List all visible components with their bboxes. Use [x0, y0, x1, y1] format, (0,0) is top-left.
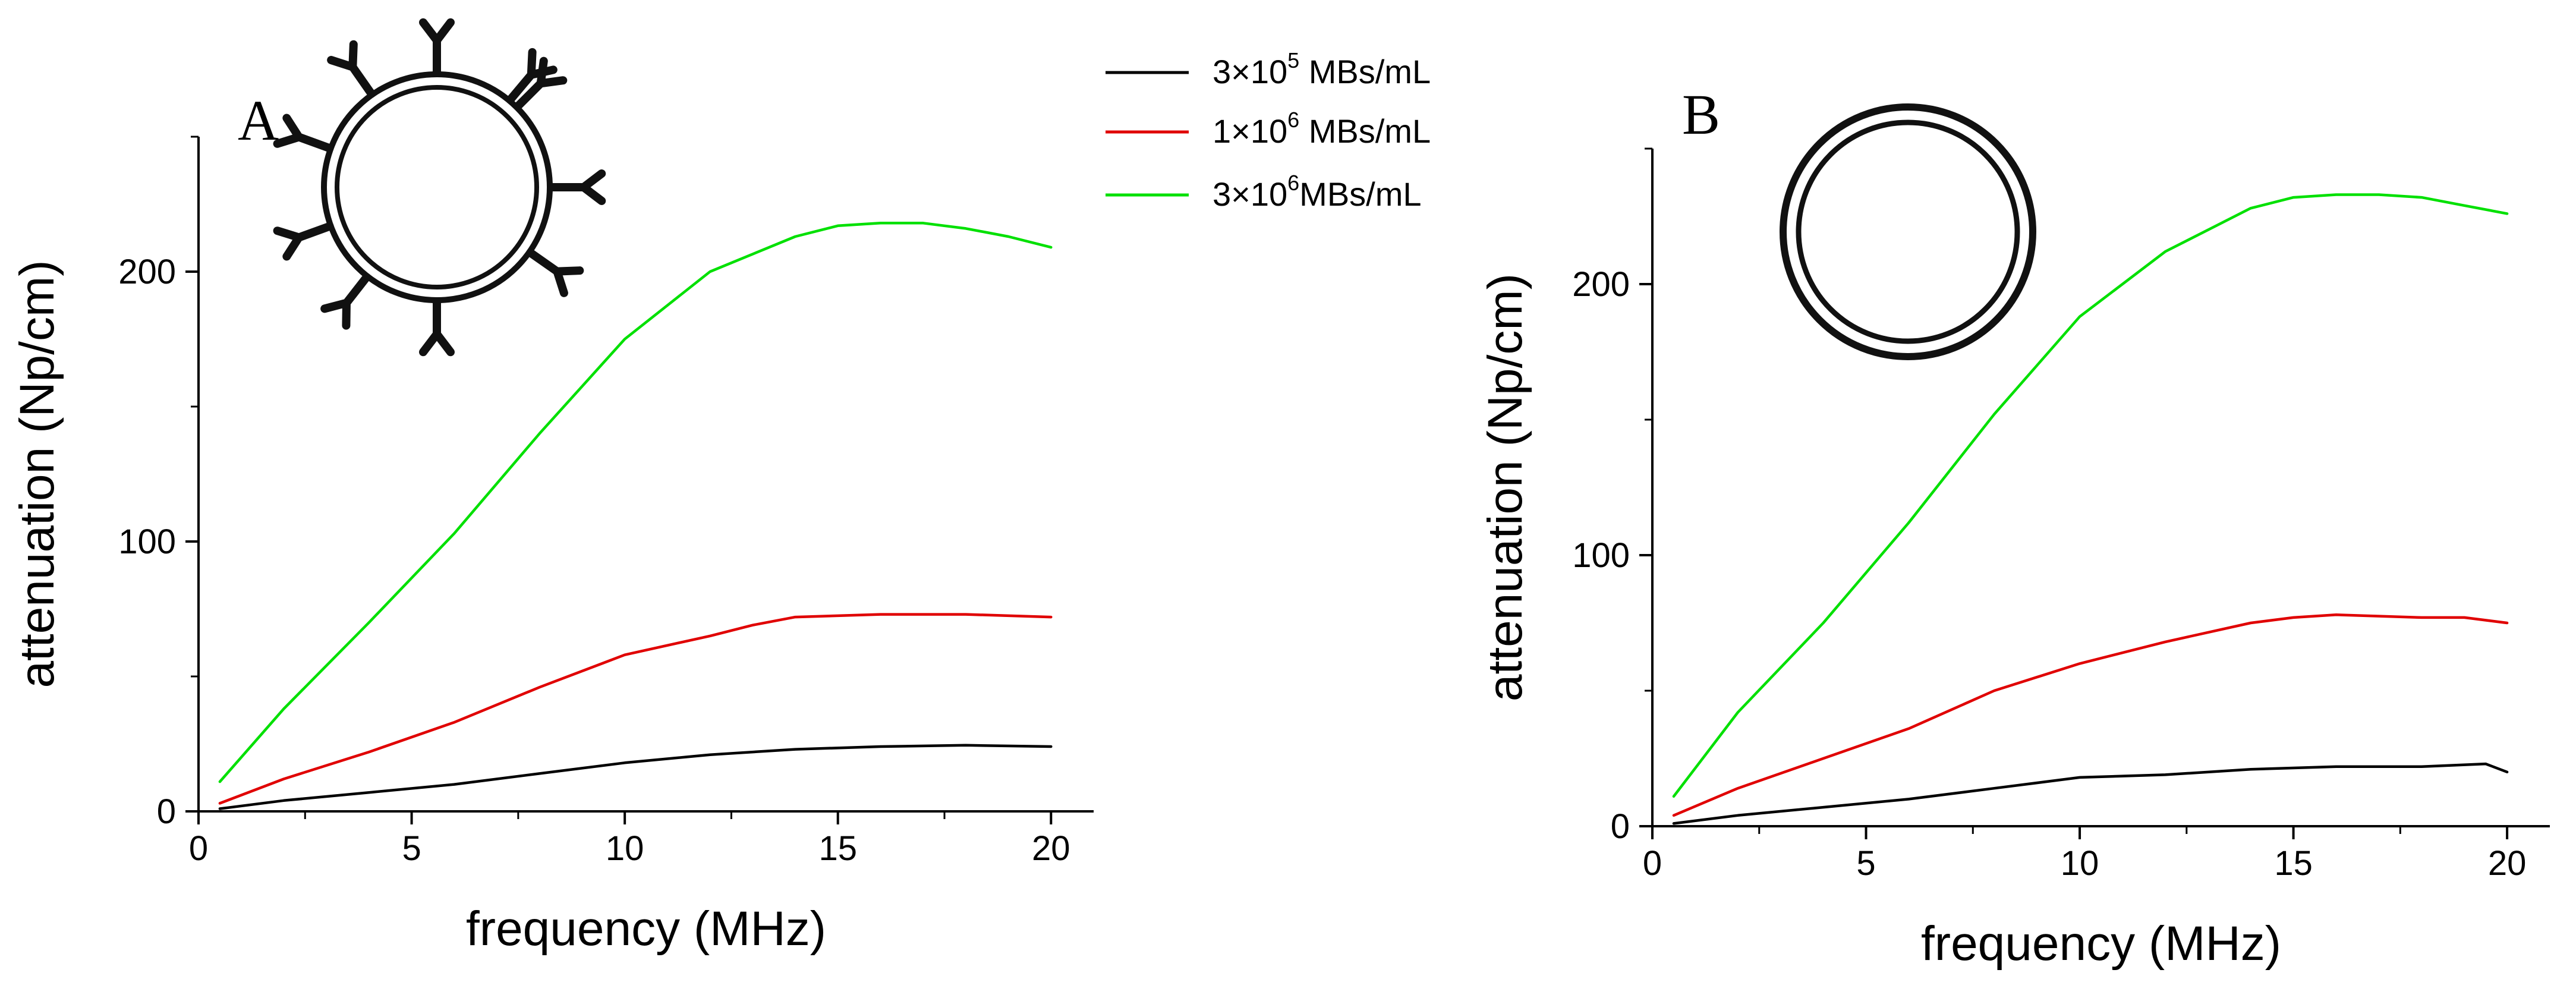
y-tick-label: 0 [157, 792, 176, 831]
series-line [218, 613, 1053, 805]
legend-entry: 3×106MBs/mL [1106, 171, 1422, 213]
legend-entry: 3×105 MBs/mL [1106, 48, 1431, 90]
antibody-glyph [419, 18, 455, 77]
legend-label: 3×106MBs/mL [1213, 171, 1422, 213]
y-tick-label: 0 [1611, 807, 1630, 846]
series-line [1672, 762, 2509, 825]
antibody-glyph [506, 48, 558, 104]
y-tick-label: 100 [118, 522, 176, 561]
series-line [1672, 193, 2509, 798]
x-tick-label: 0 [189, 829, 208, 868]
y-tick-label: 200 [1572, 265, 1630, 304]
antibody-glyph [273, 222, 334, 261]
y-tick-label: 200 [118, 253, 176, 291]
legend-label: 1×106 MBs/mL [1213, 108, 1431, 150]
antibody-glyph [419, 297, 455, 357]
legend-label: 3×105 MBs/mL [1213, 48, 1431, 90]
panel-a-y-axis-title: attenuation (Np/cm) [10, 260, 64, 688]
series-line [218, 744, 1053, 810]
x-tick-label: 10 [606, 829, 644, 868]
antibody-glyph [320, 273, 371, 330]
panel-b-letter: B [1682, 83, 1720, 146]
legend-entry: 1×106 MBs/mL [1106, 108, 1431, 150]
targeted-microbubble-icon [273, 18, 606, 357]
legend: 3×105 MBs/mL 1×106 MBs/mL 3×106MBs/mL [1106, 48, 1431, 213]
antibody-glyph [526, 248, 584, 297]
plain-microbubble-icon [1780, 103, 2036, 360]
x-tick-label: 15 [818, 829, 857, 868]
y-tick-label: 100 [1572, 536, 1630, 575]
x-tick-label: 20 [1032, 829, 1070, 868]
panel-b-x-axis-title: frequency (MHz) [1921, 917, 2281, 971]
x-tick-label: 5 [402, 829, 421, 868]
panel-a-letter: A [238, 89, 279, 152]
x-tick-label: 20 [2488, 844, 2527, 883]
x-tick-label: 10 [2061, 844, 2099, 883]
antibody-glyph [547, 169, 606, 205]
panel-b-y-axis-title: attenuation (Np/cm) [1478, 273, 1532, 701]
panel-a-x-axis-title: frequency (MHz) [466, 902, 826, 956]
x-tick-label: 15 [2274, 844, 2313, 883]
x-tick-label: 5 [1856, 844, 1875, 883]
antibody-glyph [327, 40, 376, 98]
series-line [218, 222, 1053, 783]
x-tick-label: 0 [1643, 844, 1662, 883]
antibody-glyph [273, 114, 334, 153]
series-line [1672, 613, 2509, 817]
